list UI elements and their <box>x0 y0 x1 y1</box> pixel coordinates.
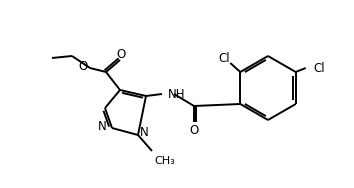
Text: CH₃: CH₃ <box>154 156 175 166</box>
Text: O: O <box>79 61 88 74</box>
Text: O: O <box>189 124 199 136</box>
Text: NH: NH <box>168 87 185 101</box>
Text: N: N <box>98 121 107 133</box>
Text: Cl: Cl <box>314 61 325 74</box>
Text: N: N <box>140 127 149 139</box>
Text: Cl: Cl <box>218 52 230 64</box>
Text: O: O <box>116 48 126 61</box>
